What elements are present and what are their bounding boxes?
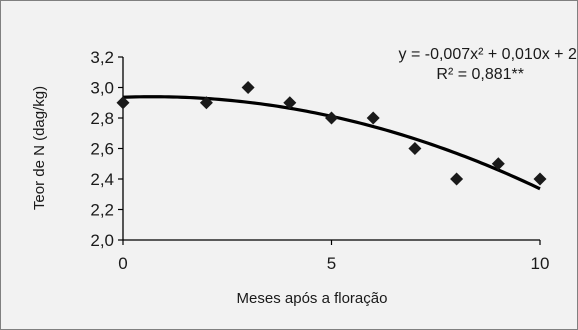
axes <box>118 56 541 245</box>
y-tick-label: 2,4 <box>90 170 114 189</box>
r-squared-label: R² = 0,881** <box>436 66 524 83</box>
trendline <box>122 95 541 191</box>
data-point <box>325 111 338 125</box>
x-tick-label: 0 <box>118 254 127 273</box>
x-tick-label: 5 <box>327 254 336 273</box>
data-point <box>116 96 130 110</box>
data-point <box>283 96 297 110</box>
data-point <box>450 172 464 186</box>
y-tick-label: 3,2 <box>90 48 114 67</box>
x-tick-label: 10 <box>531 254 550 273</box>
x-tick-labels: 0 5 10 <box>118 254 549 273</box>
trendline-equation: y = -0,007x² + 0,010x + 2,936 <box>399 46 578 63</box>
y-tick-label: 2,6 <box>90 140 114 159</box>
y-tick-label: 2,0 <box>90 231 114 250</box>
y-axis-label: Teor de N (dag/kg) <box>31 86 48 210</box>
x-axis-label: Meses após a floração <box>237 290 388 307</box>
data-points <box>116 81 547 186</box>
data-point <box>408 142 422 155</box>
data-point <box>533 172 547 186</box>
y-tick-label: 3,0 <box>90 79 114 98</box>
y-tick-label: 2,2 <box>90 201 114 220</box>
data-point <box>366 111 380 125</box>
data-point <box>199 96 213 110</box>
data-point <box>241 81 255 94</box>
y-tick-labels: 2,0 2,2 2,4 2,6 2,8 3,0 3,2 <box>90 48 114 250</box>
data-point <box>491 157 505 171</box>
y-tick-label: 2,8 <box>90 109 114 128</box>
